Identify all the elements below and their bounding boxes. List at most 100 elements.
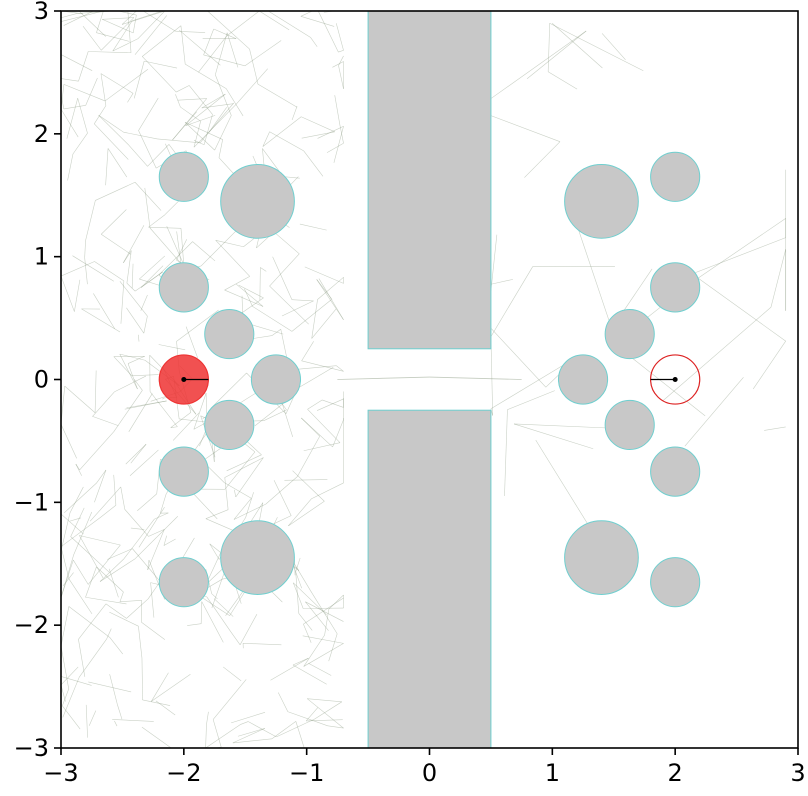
tree-edge: [61, 108, 79, 138]
tree-edge: [113, 356, 133, 377]
tree-edge: [269, 253, 300, 287]
tree-edge: [235, 457, 264, 498]
tree-edge: [134, 271, 163, 292]
tree-edge: [205, 509, 229, 519]
tree-edge: [61, 13, 78, 19]
tree-edge: [61, 554, 75, 598]
tree-edge: [61, 78, 79, 82]
tree-edge: [224, 477, 229, 510]
y-tick-label: −2: [14, 611, 49, 639]
tree-edge: [224, 276, 250, 291]
tree-edge: [305, 601, 329, 631]
circle-obstacle: [650, 262, 701, 313]
tree-edge: [257, 83, 298, 108]
agents: [158, 354, 701, 405]
tree-edge: [89, 486, 122, 522]
tree-edge: [262, 116, 302, 147]
tree-edge: [271, 328, 281, 336]
tree-edge: [94, 123, 129, 160]
tree-edge: [203, 114, 213, 145]
tree-edge: [85, 596, 127, 605]
tree-edge: [100, 505, 117, 518]
tree-edge: [268, 11, 311, 38]
tree-edge: [127, 355, 145, 364]
tree-edge: [92, 391, 115, 417]
tree-edge: [297, 436, 320, 477]
tree-edge: [306, 707, 319, 722]
circle-obstacle: [564, 520, 639, 595]
tree-edge: [138, 97, 159, 131]
tree-edge: [75, 463, 80, 471]
tree-edge: [64, 385, 96, 414]
tree-edge: [514, 423, 620, 429]
tree-edge: [184, 122, 223, 140]
tree-edge: [61, 646, 70, 689]
tree-edge: [85, 704, 88, 738]
tree-edge: [295, 566, 300, 571]
tree-edge: [175, 30, 206, 33]
tree-edge: [200, 601, 203, 624]
tree-edge: [130, 527, 145, 530]
tree-edge: [223, 666, 242, 682]
tree-edge: [308, 662, 332, 676]
tree-edge: [124, 400, 167, 410]
tree-edge: [126, 307, 145, 334]
tree-edge: [692, 237, 786, 275]
tree-edge: [507, 390, 555, 410]
tree-path-edge: [429, 376, 522, 380]
tree-edge: [132, 14, 137, 33]
tree-edge: [192, 241, 216, 262]
tree-edge: [106, 628, 112, 640]
tree-edge: [302, 635, 344, 644]
tree-edge: [292, 657, 309, 666]
tree-edge: [78, 51, 89, 82]
tree-edge: [232, 738, 273, 744]
tree-edge: [180, 228, 185, 265]
tree-edge: [238, 284, 264, 299]
tree-edge: [205, 518, 236, 532]
circle-obstacle: [650, 446, 701, 497]
tree-edge: [193, 104, 236, 148]
tree-edge: [180, 25, 186, 65]
tree-edge: [285, 394, 295, 414]
tree-edge: [99, 558, 125, 582]
tree-edge: [490, 336, 494, 416]
tree-edge: [576, 224, 612, 329]
tree-edge: [119, 353, 146, 361]
tree-edge: [277, 692, 289, 712]
x-tick-label: −2: [166, 759, 201, 787]
tree-edge: [147, 560, 150, 570]
tree-edge: [102, 17, 134, 20]
x-tick-label: 2: [668, 759, 683, 787]
tree-edge: [128, 393, 153, 432]
tree-edge: [112, 38, 138, 52]
tree-edge: [80, 535, 121, 546]
tree-edge: [265, 476, 298, 505]
tree-edge: [326, 142, 344, 153]
tree-edge: [84, 240, 86, 258]
tree-edge: [247, 721, 277, 738]
tree-edge: [78, 638, 107, 678]
tree-edge: [84, 257, 88, 285]
tree-edge: [304, 266, 344, 284]
tree-edge: [301, 417, 333, 448]
tree-edge: [98, 115, 130, 146]
tree-edge: [770, 249, 787, 308]
tree-edge: [94, 469, 107, 503]
x-tick-label: 3: [790, 759, 805, 787]
tree-edge: [74, 279, 81, 312]
tree-edge: [295, 721, 305, 748]
tree-edge: [301, 417, 320, 437]
tree-edge: [662, 307, 772, 401]
tree-edge: [132, 548, 161, 582]
x-tick-label: −3: [43, 759, 78, 787]
tree-edge: [301, 131, 335, 139]
tree-edge: [100, 73, 107, 106]
tree-edge: [137, 334, 140, 342]
tree-edge: [224, 482, 252, 499]
tree-edge: [752, 340, 786, 390]
tree-edge: [200, 229, 238, 267]
tree-edge: [163, 535, 167, 546]
tree-edge: [215, 32, 228, 75]
tree-edge: [114, 720, 118, 727]
